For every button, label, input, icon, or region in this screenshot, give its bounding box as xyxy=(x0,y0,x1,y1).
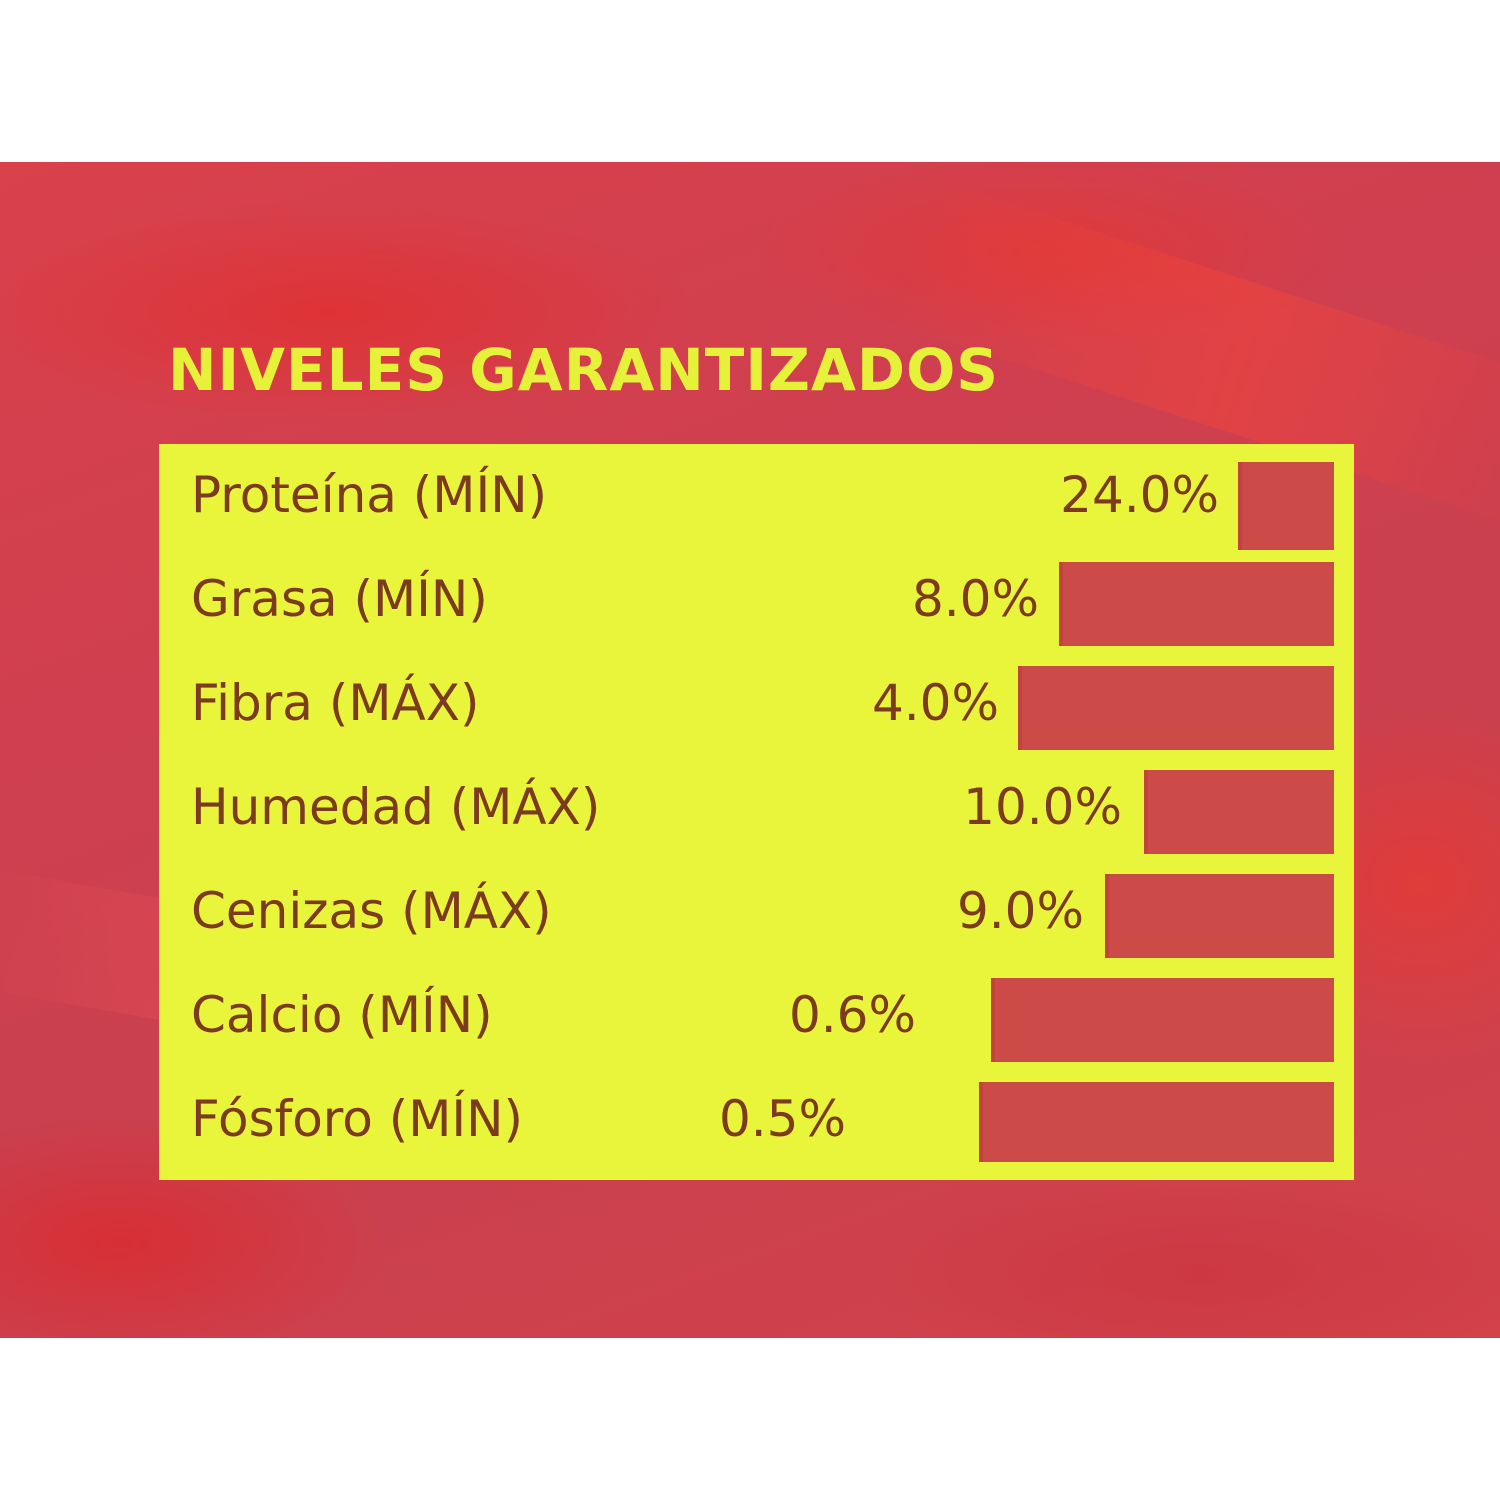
row-value: 10.0% xyxy=(963,778,1122,836)
row-label: Fósforo (MÍN) xyxy=(191,1090,524,1148)
row-value: 8.0% xyxy=(911,570,1039,628)
value-bar xyxy=(1059,562,1334,646)
value-bar xyxy=(991,978,1334,1062)
row-label: Grasa (MÍN) xyxy=(191,570,488,628)
row-value: 0.5% xyxy=(718,1090,846,1148)
row-value: 4.0% xyxy=(871,674,999,732)
row-label: Proteína (MÍN) xyxy=(191,466,548,524)
row-value: 24.0% xyxy=(1060,466,1219,524)
row-label: Fibra (MÁX) xyxy=(191,674,480,732)
row-calcio: Calcio (MÍN) 0.6% xyxy=(159,964,1354,1068)
value-bar xyxy=(1144,770,1334,854)
value-bar xyxy=(979,1082,1334,1162)
row-proteina: Proteína (MÍN) 24.0% xyxy=(159,444,1354,550)
row-grasa: Grasa (MÍN) 8.0% xyxy=(159,548,1354,652)
row-label: Cenizas (MÁX) xyxy=(191,882,552,940)
row-cenizas: Cenizas (MÁX) 9.0% xyxy=(159,860,1354,964)
value-bar xyxy=(1238,462,1334,550)
row-fosforo: Fósforo (MÍN) 0.5% xyxy=(159,1068,1354,1172)
row-fibra: Fibra (MÁX) 4.0% xyxy=(159,652,1354,756)
label-title: NIVELES GARANTIZADOS xyxy=(168,336,1000,404)
row-value: 0.6% xyxy=(788,986,916,1044)
value-bar xyxy=(1018,666,1334,750)
row-label: Humedad (MÁX) xyxy=(191,778,601,836)
row-humedad: Humedad (MÁX) 10.0% xyxy=(159,756,1354,860)
value-bar xyxy=(1105,874,1334,958)
row-label: Calcio (MÍN) xyxy=(191,986,493,1044)
guaranteed-levels-panel: Proteína (MÍN) 24.0% Grasa (MÍN) 8.0% Fi… xyxy=(159,444,1354,1180)
row-value: 9.0% xyxy=(956,882,1084,940)
